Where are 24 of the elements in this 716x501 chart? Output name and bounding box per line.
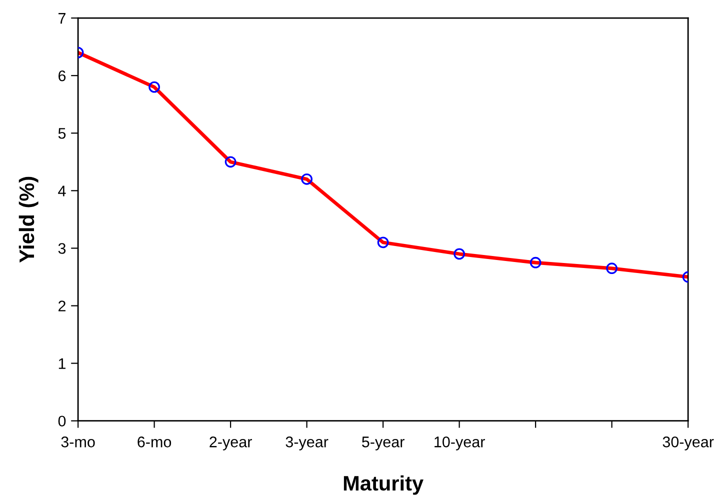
y-tick-label: 7 bbox=[58, 13, 66, 24]
point bbox=[606, 262, 618, 274]
point bbox=[301, 173, 312, 185]
y-tick-label: 2 bbox=[58, 300, 66, 312]
x-tick-label: 6-mo bbox=[138, 436, 172, 448]
x-tick-label: 3-mo bbox=[61, 436, 95, 448]
y-tick-label: 3 bbox=[58, 243, 66, 254]
y-tick-label: 4 bbox=[58, 186, 66, 196]
y-tick-label: 1 bbox=[58, 358, 66, 369]
x-tick-label: 2-year bbox=[210, 436, 252, 450]
x-tick-label: 30-year bbox=[662, 436, 714, 450]
point bbox=[224, 156, 236, 168]
y-axis-title: Yield (%) bbox=[18, 176, 38, 263]
x-tick-label: 5-year bbox=[362, 436, 404, 450]
x-tick-label: 10-year bbox=[434, 436, 485, 450]
point bbox=[377, 236, 389, 248]
point bbox=[148, 81, 160, 93]
y-tick-label: 5 bbox=[58, 128, 66, 139]
y-tick-label: 6 bbox=[58, 70, 66, 82]
point bbox=[454, 248, 466, 260]
point bbox=[530, 256, 542, 268]
x-axis-title: Maturity bbox=[344, 475, 424, 495]
y-tick-label: 0 bbox=[58, 416, 66, 427]
x-tick-label: 3-year bbox=[286, 436, 328, 450]
